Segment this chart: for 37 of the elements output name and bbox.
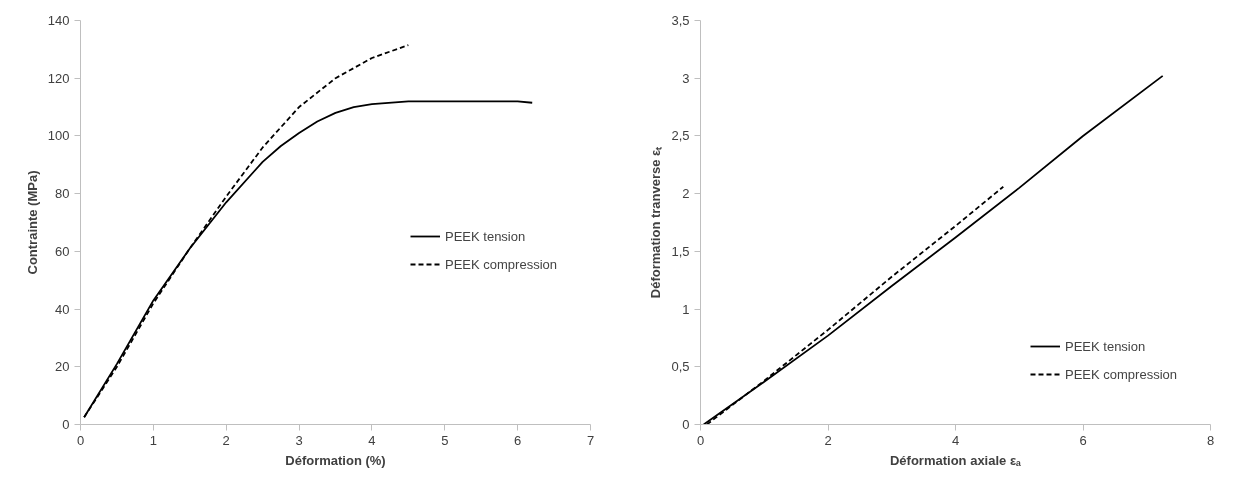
y-tick-label: 0 xyxy=(682,417,690,432)
y-tick-label: 0,5 xyxy=(671,359,690,375)
y-tick-label: 2,5 xyxy=(671,128,690,144)
y-tick-label: 60 xyxy=(55,243,70,259)
legend-label: PEEK tension xyxy=(1065,338,1146,354)
y-tick-label: 3 xyxy=(682,70,690,86)
x-tick-label: 6 xyxy=(1079,432,1087,448)
x-tick-label: 8 xyxy=(1206,432,1215,448)
y-tick-label: 40 xyxy=(55,301,70,317)
y-axis-title: Déformation tranverse εₜ xyxy=(648,145,664,299)
y-tick-label: 80 xyxy=(55,186,70,202)
legend-label: PEEK compression xyxy=(445,256,557,272)
x-tick-label: 4 xyxy=(368,432,376,448)
y-tick-label: 20 xyxy=(55,359,70,375)
y-tick-label: 3,5 xyxy=(671,13,690,28)
x-tick-label: 0 xyxy=(696,432,705,448)
x-tick-label: 0 xyxy=(76,432,85,448)
x-tick-label: 2 xyxy=(824,432,832,448)
y-tick-label: 1 xyxy=(682,301,690,317)
x-tick-label: 3 xyxy=(295,432,303,448)
x-tick-label: 7 xyxy=(586,432,595,448)
x-tick-label: 5 xyxy=(441,432,449,448)
x-tick-label: 2 xyxy=(222,432,230,448)
y-tick-label: 2 xyxy=(682,186,690,202)
x-tick-label: 6 xyxy=(514,432,522,448)
y-tick-label: 140 xyxy=(47,13,70,28)
x-axis-title: Déformation (%) xyxy=(285,452,386,468)
y-tick-label: 120 xyxy=(47,70,70,86)
x-axis-title: Déformation axiale εₐ xyxy=(890,452,1022,468)
legend-label: PEEK tension xyxy=(445,228,526,244)
x-tick-label: 4 xyxy=(951,432,960,448)
y-tick-label: 1,5 xyxy=(671,243,690,259)
y-tick-label: 100 xyxy=(47,128,70,144)
x-tick-label: 1 xyxy=(149,432,157,448)
y-tick-label: 0 xyxy=(62,417,70,432)
legend-label: PEEK compression xyxy=(1065,366,1177,382)
y-axis-title: Contrainte (MPa) xyxy=(24,170,40,275)
